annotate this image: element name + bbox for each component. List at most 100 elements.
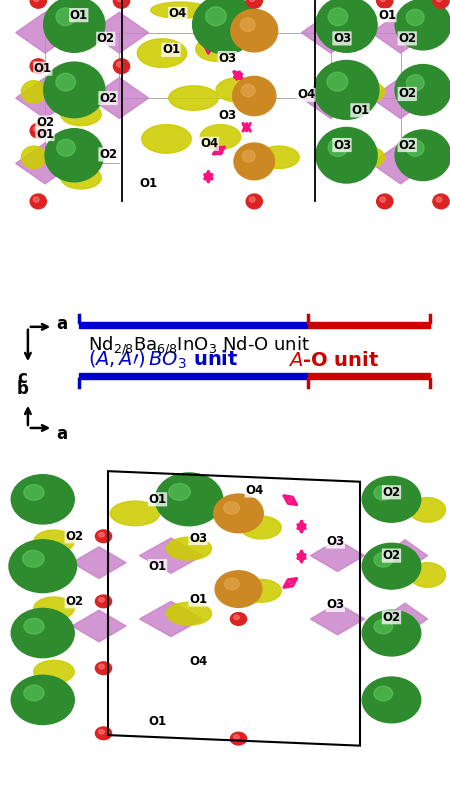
Circle shape xyxy=(56,8,76,26)
Polygon shape xyxy=(140,601,202,637)
Circle shape xyxy=(214,494,263,533)
Text: O1: O1 xyxy=(148,714,166,727)
Polygon shape xyxy=(382,540,428,571)
Ellipse shape xyxy=(259,146,299,168)
Text: O1: O1 xyxy=(148,493,166,506)
Ellipse shape xyxy=(216,78,261,102)
Text: O2: O2 xyxy=(65,530,83,543)
Circle shape xyxy=(95,727,112,739)
Circle shape xyxy=(33,197,39,202)
Ellipse shape xyxy=(344,81,385,104)
Text: O1: O1 xyxy=(36,128,54,141)
Circle shape xyxy=(395,0,450,50)
Text: O3: O3 xyxy=(333,32,351,45)
Circle shape xyxy=(99,532,104,537)
Circle shape xyxy=(395,130,450,180)
Ellipse shape xyxy=(166,537,212,560)
Ellipse shape xyxy=(22,146,46,168)
Ellipse shape xyxy=(34,597,74,620)
Polygon shape xyxy=(302,78,360,118)
Circle shape xyxy=(9,540,77,592)
Ellipse shape xyxy=(344,146,385,168)
Circle shape xyxy=(377,0,393,8)
Circle shape xyxy=(155,473,223,526)
Text: a: a xyxy=(57,315,68,332)
Ellipse shape xyxy=(142,125,191,153)
Text: O2: O2 xyxy=(65,595,83,608)
Circle shape xyxy=(328,8,348,26)
Text: O2: O2 xyxy=(382,549,400,562)
Circle shape xyxy=(45,129,104,182)
Circle shape xyxy=(99,598,104,602)
Ellipse shape xyxy=(241,579,281,602)
Ellipse shape xyxy=(418,81,446,104)
Polygon shape xyxy=(16,143,74,184)
Ellipse shape xyxy=(110,501,160,526)
Polygon shape xyxy=(72,610,126,642)
Polygon shape xyxy=(72,547,126,578)
Circle shape xyxy=(95,530,112,543)
Circle shape xyxy=(95,595,112,608)
Circle shape xyxy=(234,615,239,620)
Text: O2: O2 xyxy=(382,485,400,499)
Circle shape xyxy=(362,677,421,722)
Circle shape xyxy=(374,485,393,500)
Circle shape xyxy=(433,194,449,209)
Circle shape xyxy=(377,194,393,209)
Circle shape xyxy=(24,685,44,701)
Text: $\mathbf{\mathit{A}}$-O unit: $\mathbf{\mathit{A}}$-O unit xyxy=(288,350,379,370)
Circle shape xyxy=(316,128,377,183)
Circle shape xyxy=(374,686,393,701)
Text: O4: O4 xyxy=(245,484,263,497)
Text: O2: O2 xyxy=(97,32,115,45)
Circle shape xyxy=(193,0,257,54)
Text: O1: O1 xyxy=(351,104,369,116)
Ellipse shape xyxy=(34,530,74,553)
Circle shape xyxy=(436,197,442,202)
Circle shape xyxy=(328,138,348,156)
Circle shape xyxy=(24,485,44,500)
Circle shape xyxy=(33,61,39,67)
Circle shape xyxy=(230,732,247,745)
Circle shape xyxy=(314,61,379,119)
Polygon shape xyxy=(371,12,430,53)
Text: O2: O2 xyxy=(99,91,117,104)
Circle shape xyxy=(241,84,255,97)
Circle shape xyxy=(231,10,278,52)
Polygon shape xyxy=(16,78,74,118)
Polygon shape xyxy=(302,12,360,53)
Circle shape xyxy=(249,197,255,202)
Polygon shape xyxy=(90,78,148,118)
Circle shape xyxy=(395,65,450,115)
Circle shape xyxy=(362,544,421,589)
Circle shape xyxy=(224,502,239,515)
Circle shape xyxy=(380,197,386,202)
Circle shape xyxy=(56,73,76,91)
Bar xyxy=(79,374,308,379)
Circle shape xyxy=(240,18,255,32)
Circle shape xyxy=(380,0,386,2)
Text: O4: O4 xyxy=(200,138,218,150)
Polygon shape xyxy=(382,604,428,635)
Circle shape xyxy=(433,0,449,8)
Text: O2: O2 xyxy=(36,116,54,129)
Circle shape xyxy=(406,74,424,91)
Text: O3: O3 xyxy=(326,535,344,548)
Polygon shape xyxy=(310,604,365,635)
Circle shape xyxy=(206,6,226,26)
Circle shape xyxy=(327,72,348,91)
Circle shape xyxy=(33,126,39,132)
Ellipse shape xyxy=(410,563,446,587)
Circle shape xyxy=(99,730,104,734)
Text: Nd$_{2/8}$Ba$_{6/8}$InO$_3$ Nd-O unit: Nd$_{2/8}$Ba$_{6/8}$InO$_3$ Nd-O unit xyxy=(88,334,310,357)
Ellipse shape xyxy=(22,81,46,104)
Text: O3: O3 xyxy=(218,52,236,65)
Text: O4: O4 xyxy=(189,654,207,667)
Polygon shape xyxy=(140,538,202,574)
Circle shape xyxy=(113,0,130,8)
Circle shape xyxy=(316,0,377,53)
Circle shape xyxy=(242,150,255,162)
Circle shape xyxy=(30,194,46,209)
Ellipse shape xyxy=(166,602,212,625)
Circle shape xyxy=(215,571,262,608)
